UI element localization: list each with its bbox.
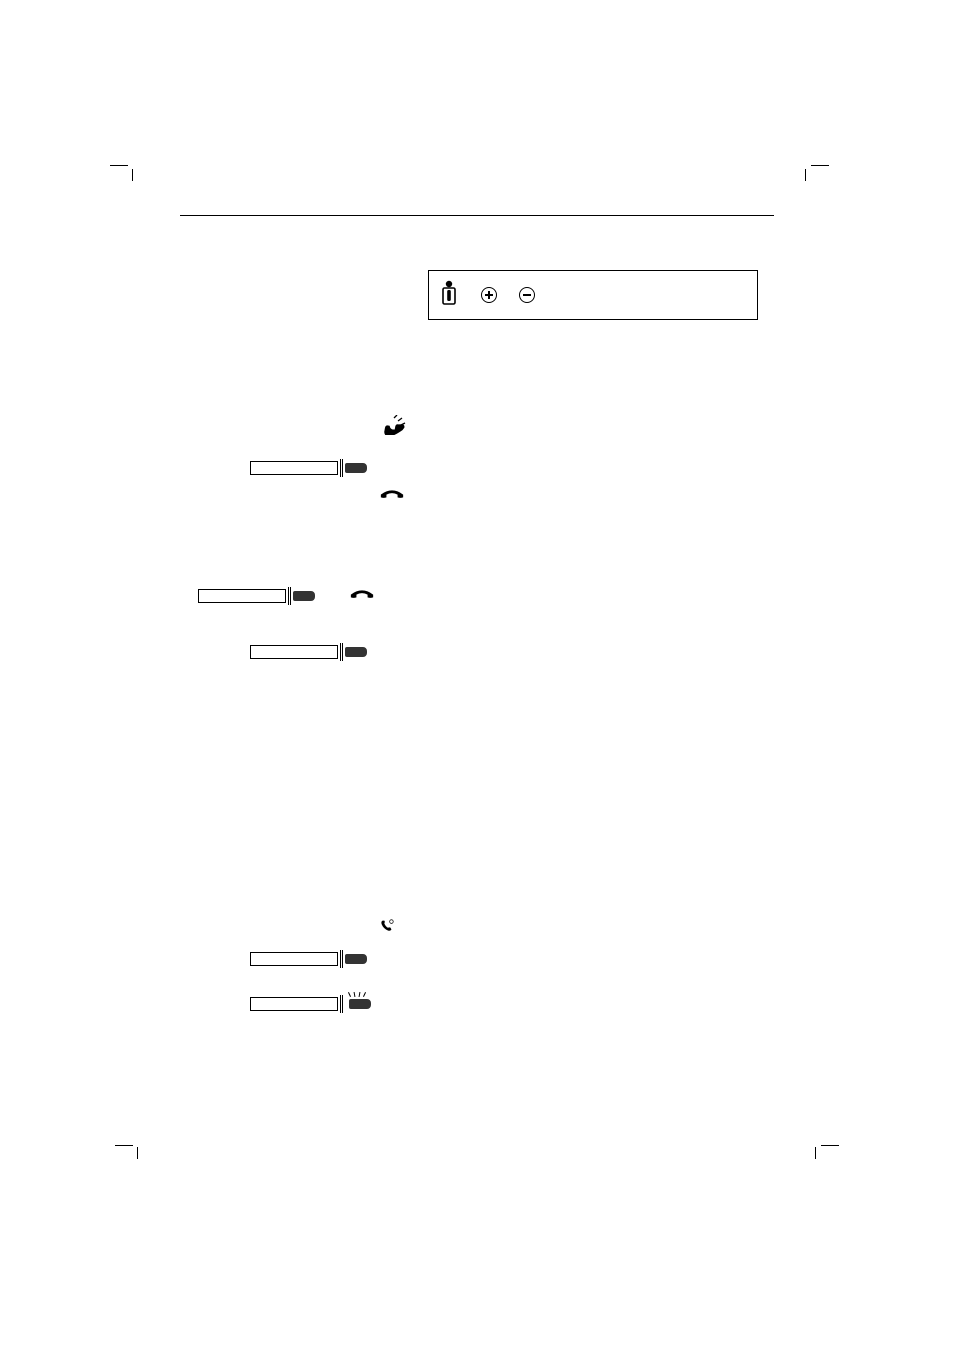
minus-in-circle-icon [519, 287, 535, 303]
row-key-3 [250, 643, 367, 661]
plus-in-circle-icon [481, 287, 497, 303]
key-body [250, 645, 338, 659]
handset-down-icon [379, 487, 405, 505]
row-key-4 [250, 950, 367, 968]
page [0, 0, 954, 1351]
row-handset-oblique [380, 415, 406, 440]
row-key-1 [250, 459, 367, 477]
key-led-icon [345, 463, 367, 473]
crop-mark-bottom-right [819, 1133, 839, 1153]
key-led-flashing-icon [345, 996, 371, 1012]
key-body [250, 461, 338, 475]
row-handset-small [379, 918, 395, 939]
crop-mark-top-right [809, 165, 829, 185]
content-area [180, 215, 774, 256]
row-handset-down-1 [379, 487, 405, 505]
function-key [250, 459, 367, 477]
crop-mark-top-left [110, 165, 130, 185]
function-key [250, 950, 367, 968]
key-led-icon [345, 954, 367, 964]
info-person-icon [439, 280, 459, 311]
crop-mark-bottom-left [115, 1133, 135, 1153]
key-body [198, 589, 286, 603]
row-key-2-handset [198, 587, 375, 605]
key-body [250, 997, 338, 1011]
handset-small-icon [379, 918, 395, 939]
function-key [198, 587, 315, 605]
function-key [250, 995, 371, 1013]
key-led-icon [293, 591, 315, 601]
key-body [250, 952, 338, 966]
handset-down-icon [349, 587, 375, 605]
row-key-5-burst [250, 995, 371, 1013]
top-horizontal-rule [180, 215, 774, 216]
key-led-icon [345, 647, 367, 657]
info-box [428, 270, 758, 320]
function-key [250, 643, 367, 661]
handset-oblique-icon [380, 415, 406, 440]
